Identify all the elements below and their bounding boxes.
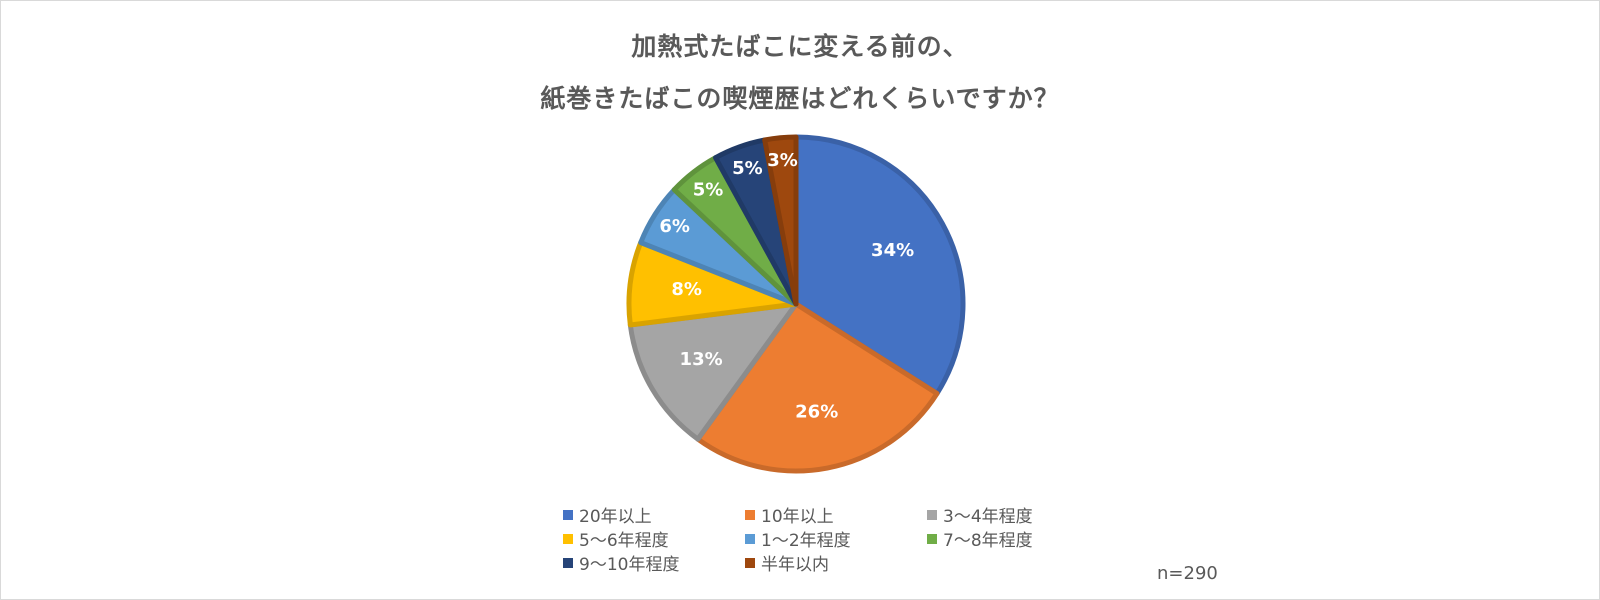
legend-item-半年以内: 半年以内: [745, 551, 927, 575]
data-label-3～4年程度: 13%: [680, 349, 723, 370]
legend-swatch: [927, 533, 937, 544]
legend-swatch: [563, 509, 573, 520]
legend-item-7～8年程度: 7～8年程度: [927, 527, 1103, 551]
chart-legend: 20年以上 10年以上 3～4年程度 5～6年程度 1～2年程度 7～8年程度 9～10年程…: [563, 503, 1103, 575]
pie-slice-3～4年程度: [627, 301, 799, 442]
chart-title-line1: 加熱式たばこに変える前の、: [631, 32, 969, 61]
legend-swatch: [745, 533, 755, 544]
legend-label: 10年以上: [761, 507, 834, 527]
legend-swatch: [563, 533, 573, 544]
sample-size-note: n=290: [1157, 563, 1218, 584]
legend-item-9～10年程度: 9～10年程度: [563, 551, 745, 575]
legend-item-1～2年程度: 1～2年程度: [745, 527, 927, 551]
legend-label: 5～6年程度: [579, 531, 669, 551]
pie-slice-10年以上: [695, 301, 940, 474]
data-label-9～10年程度: 5%: [732, 158, 763, 179]
legend-label: 3～4年程度: [943, 507, 1033, 527]
legend-swatch: [745, 557, 755, 568]
legend-label: 9～10年程度: [579, 555, 680, 575]
data-label-5～6年程度: 8%: [671, 279, 702, 300]
legend-swatch: [927, 509, 937, 520]
chart-title-line2: 紙巻きたばこの喫煙歴はどれくらいですか？: [540, 84, 1060, 113]
legend-label: 半年以内: [761, 555, 829, 575]
data-label-半年以内: 3%: [767, 150, 798, 171]
legend-item-10年以上: 10年以上: [745, 503, 927, 527]
data-label-10年以上: 26%: [795, 401, 838, 422]
legend-label: 20年以上: [579, 507, 652, 527]
legend-item-5～6年程度: 5～6年程度: [563, 527, 745, 551]
legend-label: 1～2年程度: [761, 531, 851, 551]
legend-item-20年以上: 20年以上: [563, 503, 745, 527]
data-label-20年以上: 34%: [871, 240, 914, 261]
data-label-7～8年程度: 5%: [693, 180, 724, 201]
pie-slice-半年以内: [762, 134, 799, 307]
legend-swatch: [745, 509, 755, 520]
data-label-1～2年程度: 6%: [659, 216, 690, 237]
legend-item-3～4年程度: 3～4年程度: [927, 503, 1103, 527]
legend-swatch: [563, 557, 573, 568]
legend-label: 7～8年程度: [943, 531, 1033, 551]
